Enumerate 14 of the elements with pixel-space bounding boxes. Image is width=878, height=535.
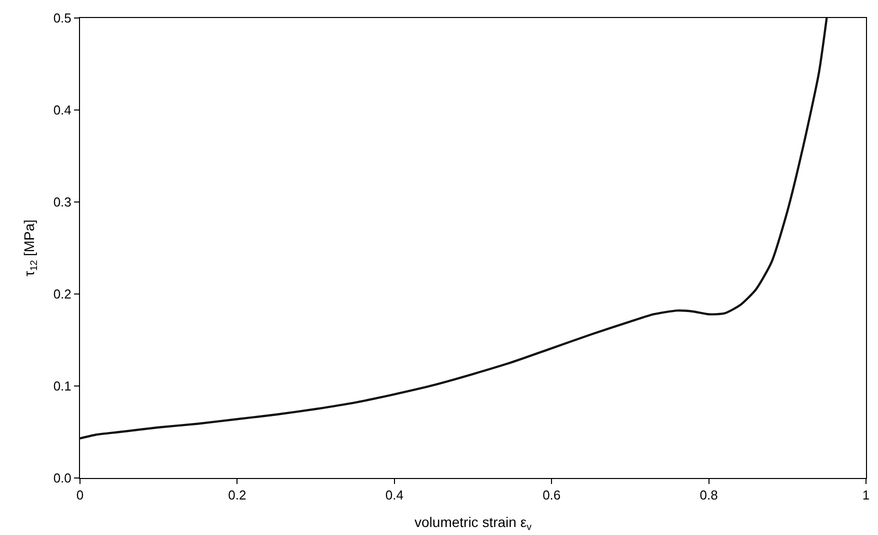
y-tick-label: 0.0 — [53, 470, 72, 486]
line-series — [80, 18, 828, 440]
y-tick-label: 0.2 — [53, 286, 72, 302]
x-tick-label: 0 — [76, 488, 84, 503]
x-axis-title: volumetric strain ε$_{v}$ — [414, 514, 532, 533]
x-tick-label: 1 — [862, 488, 870, 503]
x-tick-label: 0.4 — [385, 488, 404, 503]
x-tick-label: 0.2 — [228, 488, 246, 503]
x-tick-label: 0.6 — [542, 488, 561, 503]
y-tick-label: 0.1 — [53, 378, 72, 394]
y-tick-label: 0.4 — [53, 102, 72, 118]
y-tick-label: 0.3 — [53, 194, 72, 210]
x-tick-label: 0.8 — [700, 488, 718, 503]
y-tick-label: 0.5 — [53, 10, 72, 26]
